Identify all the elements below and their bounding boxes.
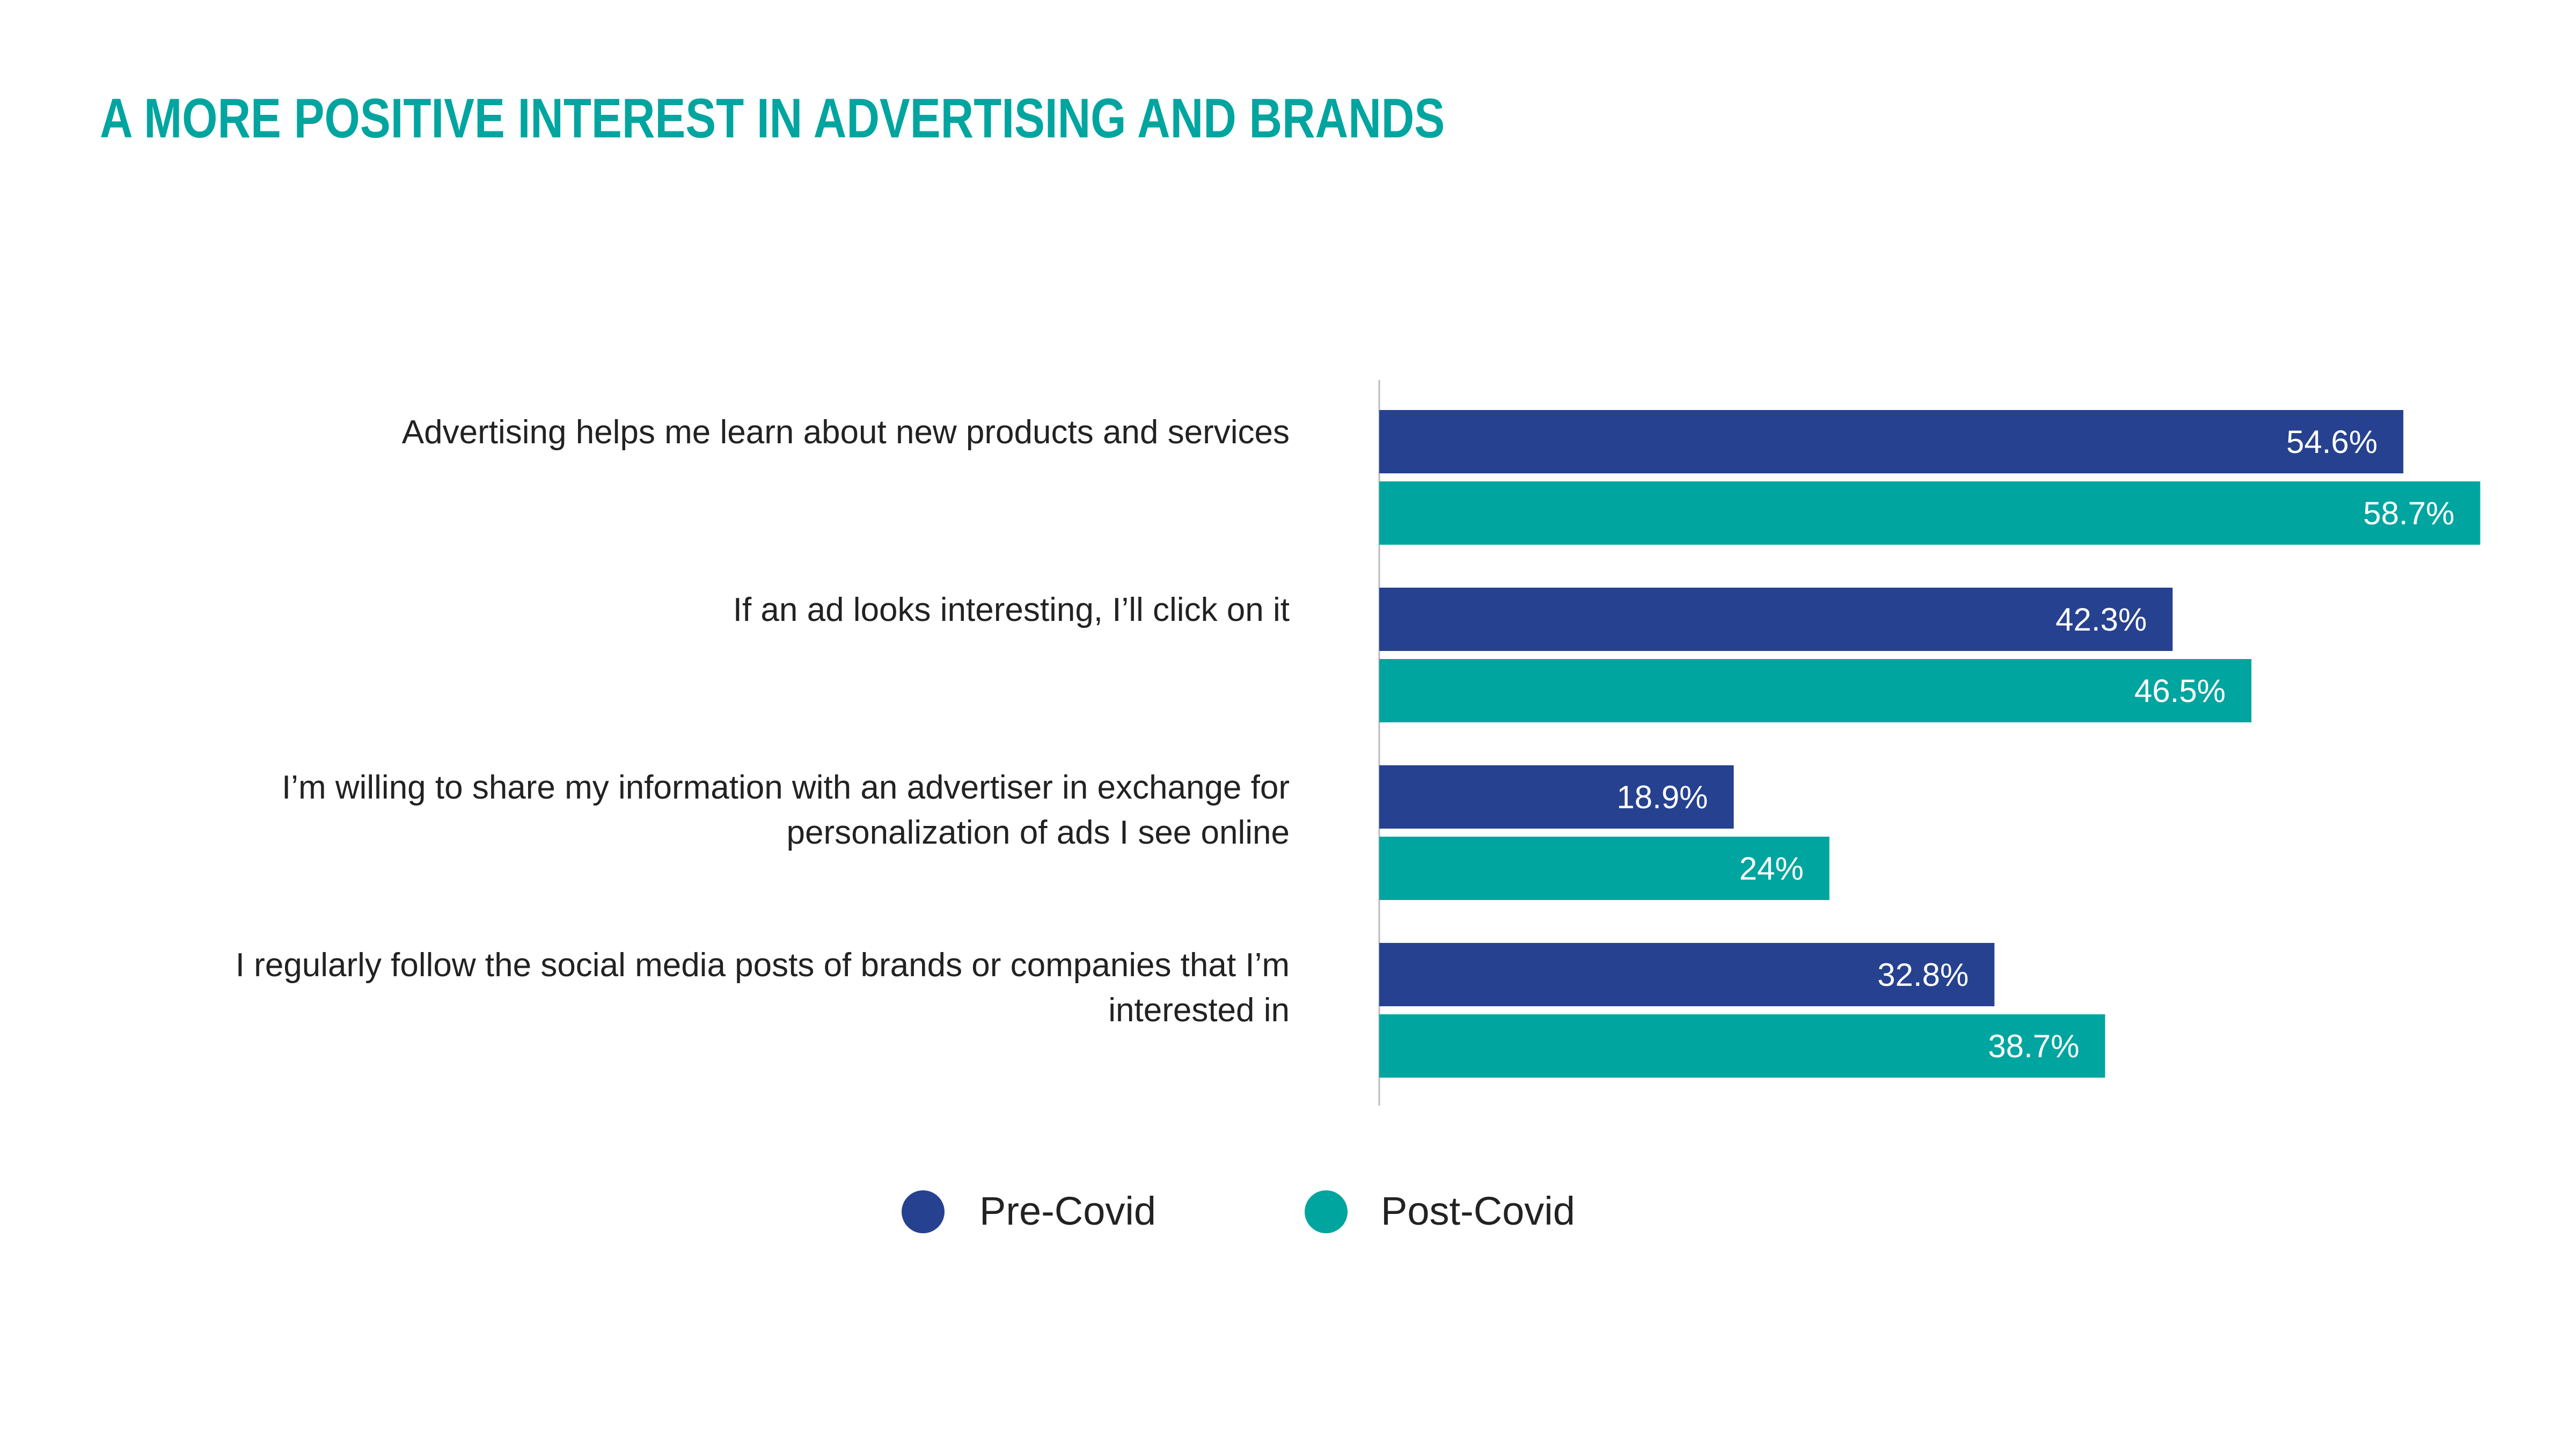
bars: 54.6% 58.7% 42.3% 46.5% 18.9% 24% 32.8% 38.7% xyxy=(1379,410,2480,1078)
category-label: I regularly follow the social media post… xyxy=(236,947,1290,984)
data-label: 18.9% xyxy=(1616,779,1708,815)
data-label: 46.5% xyxy=(2134,673,2226,709)
data-label: 38.7% xyxy=(1988,1028,2079,1064)
data-label: 58.7% xyxy=(2363,495,2454,531)
category-label: If an ad looks interesting, I’ll click o… xyxy=(733,591,1290,628)
legend: Pre-Covid Post-Covid xyxy=(902,1189,1575,1233)
category-label: I’m willing to share my information with… xyxy=(282,769,1290,806)
bar-pre-covid xyxy=(1379,943,1995,1006)
legend-label: Post-Covid xyxy=(1381,1189,1575,1233)
category-label: Advertising helps me learn about new pro… xyxy=(402,414,1290,451)
category-labels: Advertising helps me learn about new pro… xyxy=(236,414,1290,1029)
bar-pre-covid xyxy=(1379,410,2404,473)
bar-post-covid xyxy=(1379,481,2480,545)
category-label: interested in xyxy=(1108,992,1290,1029)
chart-title: A MORE POSITIVE INTEREST IN ADVERTISING … xyxy=(100,87,1445,150)
category-label: personalization of ads I see online xyxy=(786,814,1290,851)
bar-post-covid xyxy=(1379,659,2252,722)
data-label: 32.8% xyxy=(1877,957,1968,993)
data-label: 54.6% xyxy=(2286,424,2377,460)
bar-pre-covid xyxy=(1379,588,2173,651)
bar-pre-covid xyxy=(1379,765,1734,829)
legend-marker-post-covid xyxy=(1305,1190,1348,1233)
data-label: 24% xyxy=(1739,851,1804,887)
data-label: 42.3% xyxy=(2055,602,2147,638)
legend-marker-pre-covid xyxy=(902,1190,945,1233)
bar-post-covid xyxy=(1379,837,1829,900)
legend-label: Pre-Covid xyxy=(979,1189,1156,1233)
bar-post-covid xyxy=(1379,1014,2105,1078)
